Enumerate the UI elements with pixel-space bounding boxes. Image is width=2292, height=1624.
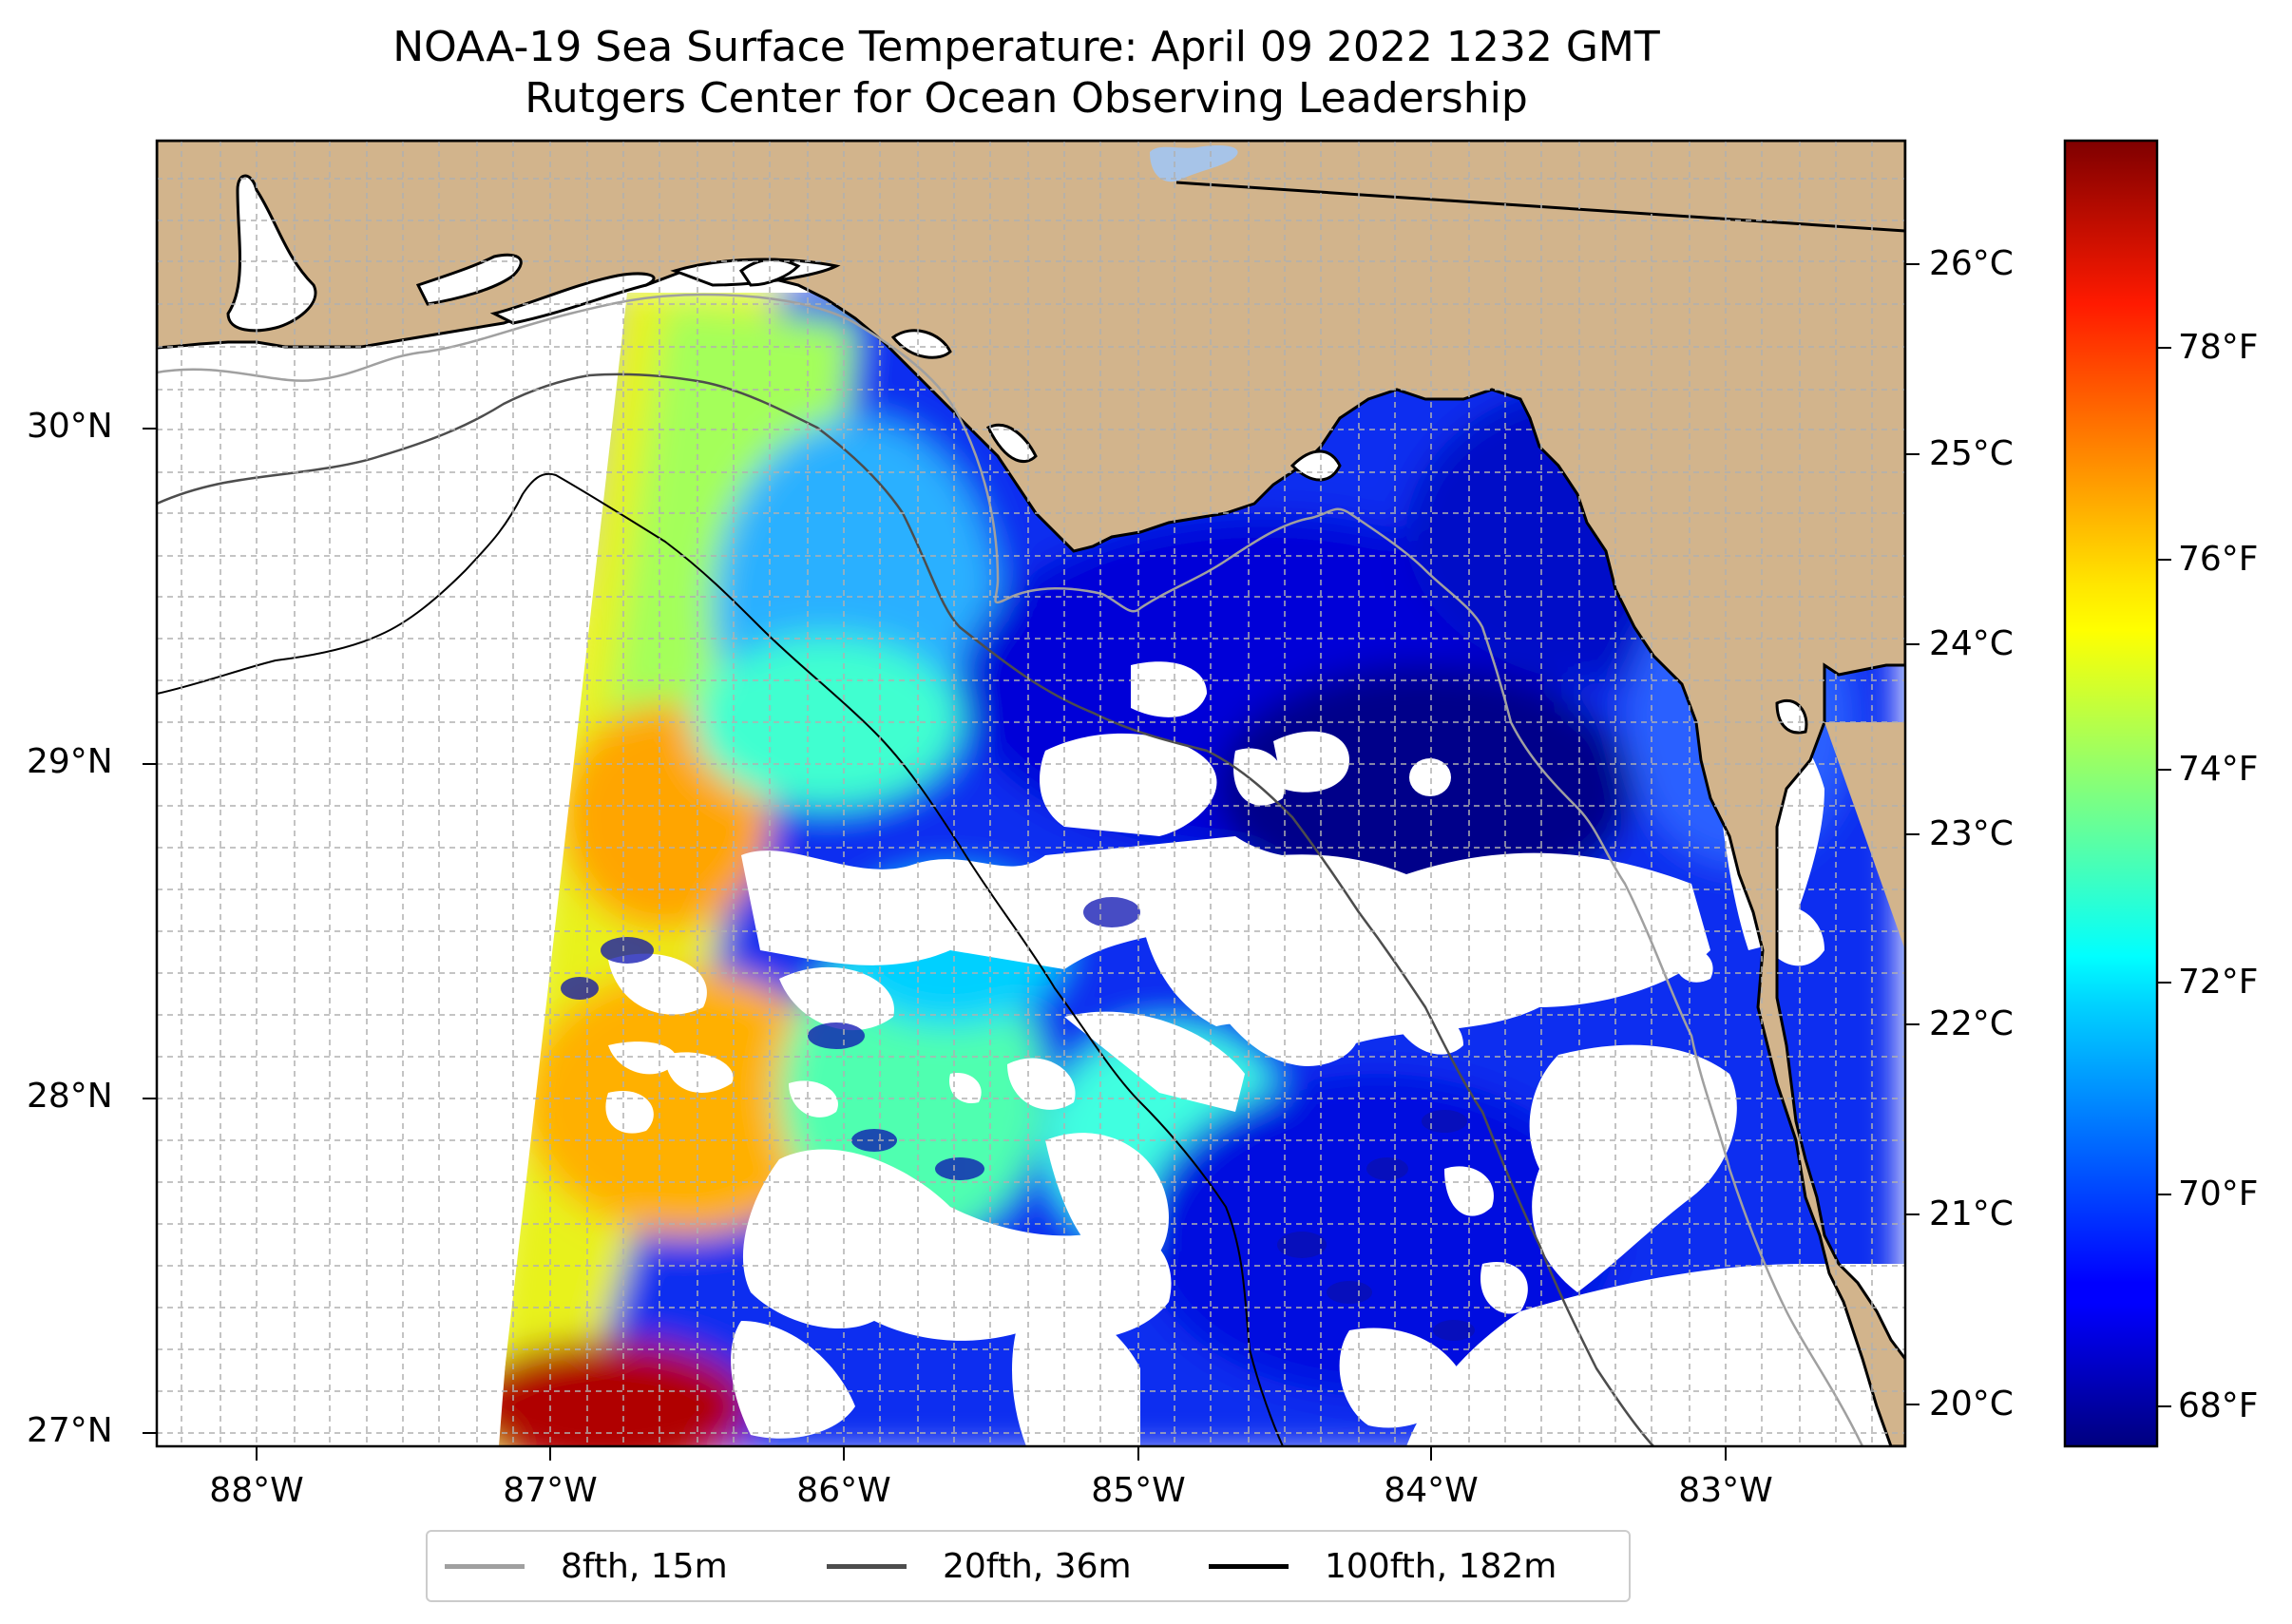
- colorbar-celsius-label: 22°C: [1929, 1004, 2014, 1043]
- legend-label: 8fth, 15m: [561, 1547, 728, 1586]
- colorbar-fahrenheit-label: 74°F: [2178, 750, 2259, 789]
- legend-swatch: [827, 1564, 907, 1569]
- lon-label: 84°W: [1384, 1471, 1479, 1510]
- legend-swatch: [1209, 1564, 1289, 1569]
- legend-label: 100fth, 182m: [1325, 1547, 1557, 1586]
- colorbar-fahrenheit-label: 76°F: [2178, 540, 2259, 579]
- lat-label: 27°N: [27, 1411, 113, 1450]
- lon-label: 88°W: [209, 1471, 304, 1510]
- bays: [226, 174, 1808, 735]
- no-data-region: [157, 285, 627, 1446]
- lake: [1150, 145, 1238, 182]
- tick-marks: [143, 263, 1920, 1461]
- lon-label: 85°W: [1091, 1471, 1186, 1510]
- colorbar-fahrenheit-label: 70°F: [2178, 1175, 2259, 1213]
- isobath-100fth: [157, 472, 1284, 1446]
- colorbar-celsius-label: 23°C: [1929, 814, 2014, 853]
- colorbar-celsius-label: 25°C: [1929, 434, 2014, 473]
- map-frame: [155, 139, 1907, 1448]
- colorbar-celsius-label: 24°C: [1929, 624, 2014, 663]
- lon-label: 86°W: [796, 1471, 891, 1510]
- lat-label: 28°N: [27, 1077, 113, 1116]
- isobath-8fth: [157, 293, 1864, 1446]
- legend-swatch: [445, 1564, 525, 1569]
- chart-subtitle: Rutgers Center for Ocean Observing Leade…: [525, 74, 1528, 123]
- lat-label: 30°N: [27, 407, 113, 446]
- colorbar-fahrenheit-label: 78°F: [2178, 328, 2259, 367]
- legend-label: 20fth, 36m: [943, 1547, 1132, 1586]
- legend: 8fth, 15m 20fth, 36m 100fth, 182m: [426, 1530, 1631, 1602]
- chart-title: NOAA-19 Sea Surface Temperature: April 0…: [392, 23, 1660, 71]
- colorbar-celsius-label: 26°C: [1929, 244, 2014, 283]
- map-panel: [157, 141, 1905, 1446]
- colorbar-fahrenheit-label: 72°F: [2178, 963, 2259, 1002]
- colorbar-celsius-label: 20°C: [1929, 1385, 2014, 1423]
- colorbar-fahrenheit-label: 68°F: [2178, 1386, 2259, 1425]
- cold-speckles: [561, 897, 1475, 1341]
- lat-label: 29°N: [27, 742, 113, 781]
- colorbar-celsius-label: 21°C: [1929, 1194, 2014, 1233]
- land-east: [1824, 722, 1905, 950]
- lon-label: 83°W: [1678, 1471, 1773, 1510]
- colorbar-ticks: [2157, 347, 2171, 1407]
- colorbar: [2063, 139, 2159, 1448]
- map-grid: [157, 141, 1905, 1446]
- isobath-20fth: [157, 373, 1654, 1446]
- lon-label: 87°W: [503, 1471, 598, 1510]
